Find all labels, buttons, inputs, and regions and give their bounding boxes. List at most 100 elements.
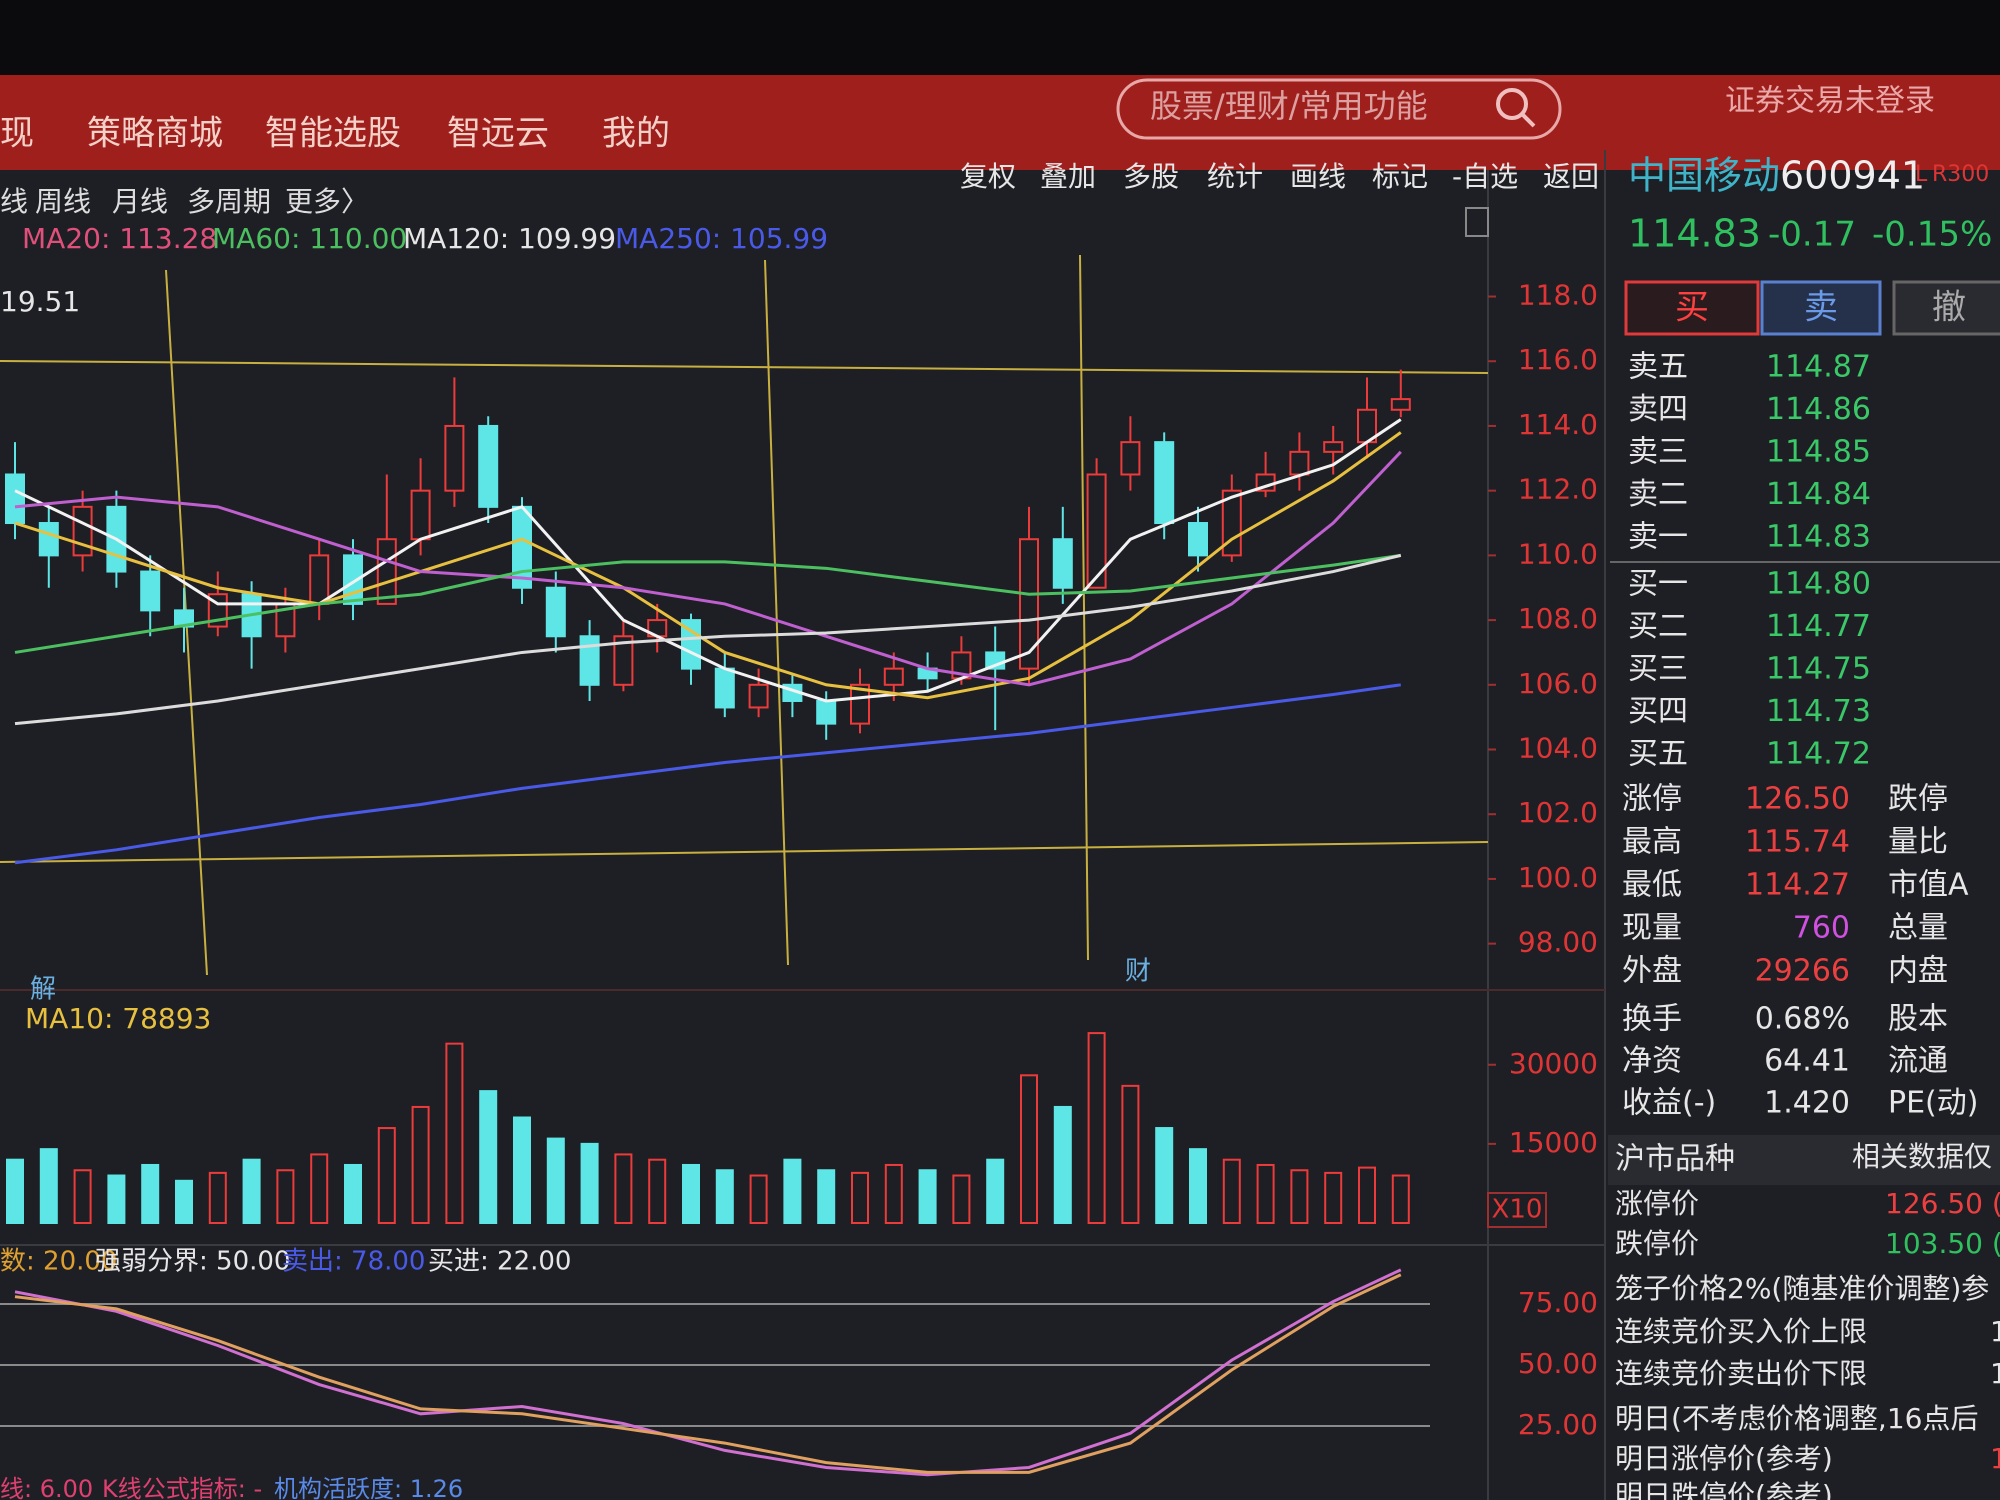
volume-bar [546, 1137, 565, 1224]
tool-button[interactable]: 多股 [1123, 160, 1179, 193]
candle-body [140, 570, 161, 612]
y-tick-label: 104.0 [1518, 732, 1598, 765]
y-tick-label: 75.00 [1518, 1286, 1598, 1319]
event-icon[interactable]: 解 [30, 975, 56, 1005]
trade-button[interactable]: 卖 [1804, 288, 1838, 328]
y-tick-label: 116.0 [1518, 343, 1598, 376]
indicator-line [14, 1268, 1402, 1477]
period-tab[interactable]: 周线 [35, 185, 91, 218]
trade-button[interactable]: 撤 [1932, 288, 1966, 328]
nav-item[interactable]: 我的 [602, 114, 670, 154]
tool-button[interactable]: 统计 [1207, 160, 1263, 193]
period-tab[interactable]: 多周期 [187, 185, 271, 218]
stock-tag: R300 [1932, 162, 1989, 187]
indicator-param: 机构活跃度: 1.26 [274, 1475, 463, 1500]
stock-tag: L [1915, 162, 1928, 187]
login-status[interactable]: 证券交易未登录 [1725, 84, 1935, 119]
tool-button[interactable]: 标记 [1372, 160, 1428, 193]
indicator-param: 线: 6.00 [0, 1475, 93, 1500]
book-price: 114.75 [1766, 652, 1871, 687]
stat-label: 外盘 [1622, 954, 1682, 989]
section-label: 笼子价格2%(随基准价调整)参 [1615, 1272, 1989, 1305]
stat-value: 760 [1793, 911, 1850, 946]
volume-bar [411, 1105, 430, 1224]
stat-value: 126.50 [1745, 782, 1850, 817]
high-marker: 19.51 [0, 285, 80, 318]
book-price: 114.84 [1766, 477, 1871, 512]
sell-button[interactable] [1760, 280, 1882, 336]
indicator-param: K线公式指标: - [102, 1475, 262, 1500]
tool-button[interactable]: -自选 [1452, 160, 1518, 193]
ma-legend: MA250: 105.99 [615, 222, 828, 255]
section-label: 明日跌停价(参考) [1615, 1479, 1833, 1500]
tool-button[interactable]: 叠加 [1040, 160, 1096, 193]
y-tick-label: 98.00 [1518, 926, 1598, 959]
search-box[interactable] [1116, 78, 1562, 140]
nav-item[interactable]: 现 [0, 114, 34, 154]
section-value: 103.50 ( [1885, 1227, 2000, 1260]
ma-line [14, 553, 1402, 726]
indicator-param: 强弱分界: 50.00 [95, 1247, 290, 1277]
stat-label: 换手 [1622, 1002, 1682, 1037]
candle-body [410, 489, 431, 541]
stat-value: 0.68% [1755, 1002, 1850, 1037]
stat-value: 114.27 [1745, 868, 1850, 903]
volume-legend: MA10: 78893 [25, 1002, 211, 1035]
buy-button[interactable] [1624, 280, 1760, 336]
section-value: 1 [1990, 1442, 2000, 1475]
book-price: 114.86 [1766, 392, 1871, 427]
drawn-line [0, 360, 1489, 374]
candle-body [748, 683, 769, 709]
period-tab[interactable]: 更多〉 [285, 185, 369, 218]
panel-toggle[interactable] [1465, 207, 1489, 237]
y-tick-label: 114.0 [1518, 408, 1598, 441]
book-label: 卖四 [1628, 392, 1688, 427]
volume-bar [986, 1158, 1005, 1224]
ma-legend: MA120: 109.99 [403, 222, 616, 255]
volume-bar [817, 1169, 836, 1224]
book-label: 卖五 [1628, 350, 1688, 385]
cancel-button[interactable] [1892, 280, 2000, 336]
ma-line [14, 683, 1402, 865]
period-tab[interactable]: 月线 [112, 185, 168, 218]
search-icon[interactable] [1496, 88, 1528, 120]
book-price: 114.83 [1766, 520, 1871, 555]
stat-label: 最高 [1622, 825, 1682, 860]
stat-label: 内盘 [1888, 954, 1948, 989]
nav-item[interactable]: 策略商城 [87, 114, 223, 154]
trade-button[interactable]: 买 [1675, 288, 1709, 328]
book-label: 卖三 [1628, 435, 1688, 470]
stat-label: 总量 [1888, 911, 1948, 946]
stat-value: 1.420 [1764, 1086, 1850, 1121]
nav-item[interactable]: 智能选股 [265, 114, 401, 154]
volume-bar [1087, 1032, 1106, 1224]
tool-button[interactable]: 画线 [1290, 160, 1346, 193]
period-tab[interactable]: 线 [0, 185, 28, 218]
candle-body [1019, 538, 1039, 670]
volume-bar [6, 1158, 24, 1224]
candle-body [444, 424, 465, 492]
candle-body [1154, 441, 1175, 525]
indicator-param: 卖出: 78.00 [282, 1247, 425, 1277]
candle-body [850, 683, 870, 725]
event-icon[interactable]: 财 [1125, 957, 1151, 987]
tool-button[interactable]: 复权 [960, 160, 1016, 193]
indicator-line [14, 1273, 1402, 1474]
nav-bar [0, 75, 2000, 170]
section-value: 1 [1990, 1357, 2000, 1390]
book-label: 买五 [1628, 737, 1688, 772]
nav-item[interactable]: 智远云 [447, 114, 549, 154]
volume-bar [783, 1158, 802, 1224]
volume-bar [1290, 1169, 1309, 1224]
stock-code: 600941 [1780, 154, 1925, 198]
last-price: 114.83 [1628, 212, 1761, 256]
price-change-pct: -0.15% [1872, 215, 1992, 255]
volume-bar [107, 1174, 126, 1225]
candle-body [309, 554, 330, 605]
candle-body [1188, 522, 1208, 557]
candle-body [38, 522, 59, 557]
volume-bar [39, 1148, 58, 1225]
book-price: 114.73 [1766, 694, 1871, 729]
volume-bar [1324, 1171, 1343, 1224]
tool-button[interactable]: 返回 [1543, 160, 1599, 193]
